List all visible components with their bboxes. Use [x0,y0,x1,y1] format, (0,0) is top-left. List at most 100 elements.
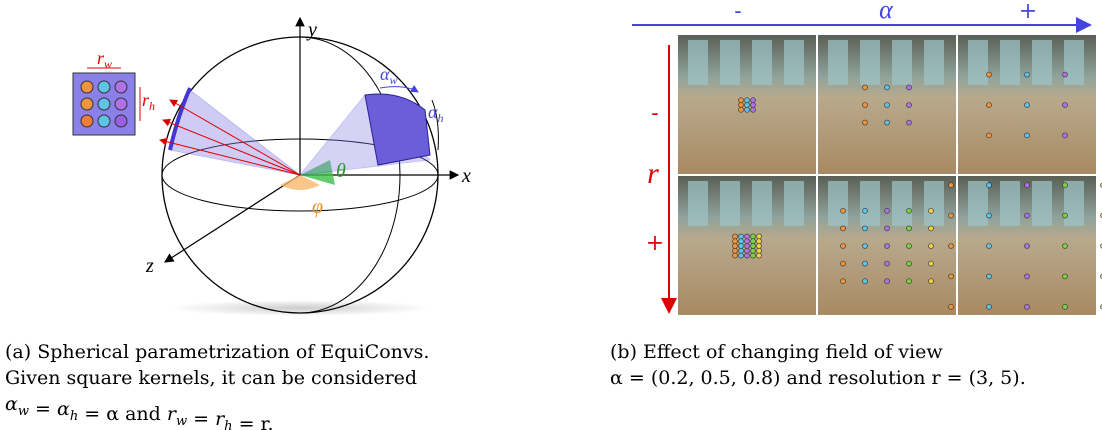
sample-point [1025,274,1030,279]
sample-point [745,244,750,249]
sample-point [863,103,868,108]
window [1032,181,1052,226]
sample-point [885,226,890,231]
r-label: r [647,157,659,190]
window [892,181,912,226]
sample-point [987,72,992,77]
sample-point [751,107,756,112]
sample-point [739,244,744,249]
sample-point [733,248,738,253]
sample-point [1063,133,1068,138]
sample-point [885,279,890,284]
sample-point [745,234,750,239]
window [1032,40,1052,85]
sample-point [929,244,934,249]
alpha-label: α [879,0,894,24]
label-phi: φ [312,196,323,218]
sample-point [739,107,744,112]
window [720,40,740,85]
sample-point [745,253,750,258]
sample-point [949,183,954,188]
label-z: z [145,255,154,277]
window [828,181,848,226]
sample-point [863,226,868,231]
caption-line: Given square kernels, it can be consider… [5,367,417,389]
sample-point [1025,133,1030,138]
label-y: y [306,19,317,41]
sample-point [1025,213,1030,218]
sample-point [987,103,992,108]
r-minus: - [651,101,658,126]
caption-part: α [57,398,70,420]
sample-point [885,103,890,108]
label-x: x [461,165,471,187]
sample-point [907,85,912,90]
sample-point [929,261,934,266]
window [1064,40,1084,85]
window [1064,181,1084,226]
sample-point [885,208,890,213]
sample-point [739,98,744,103]
label-sub: w [104,57,112,71]
sample-point [907,208,912,213]
sample-point [733,234,738,239]
sample-point [841,261,846,266]
window [860,40,880,85]
window [784,40,804,85]
sample-point [739,103,744,108]
sample-point [987,244,992,249]
sample-point [751,234,756,239]
label-r-h: rh [142,90,155,113]
sample-point [987,213,992,218]
sample-point [949,244,954,249]
sample-point [987,274,992,279]
sample-point [1025,304,1030,309]
sample-point [757,239,762,244]
sample-point [1025,183,1030,188]
sample-point [739,234,744,239]
sample-point [949,213,954,218]
window [752,40,772,85]
window [784,181,804,226]
window [688,40,708,85]
sample-point [751,103,756,108]
sample-point [907,120,912,125]
sample-point [841,226,846,231]
sample-point [949,304,954,309]
sample-point [751,239,756,244]
sample-point [885,244,890,249]
sample-point [757,244,762,249]
window [924,40,944,85]
sample-point [1063,213,1068,218]
sample-point [745,248,750,253]
label-sub: w [389,73,397,87]
sample-point [949,274,954,279]
label-theta: θ [336,160,346,182]
sample-point [1063,183,1068,188]
window [720,181,740,226]
sample-point [1025,103,1030,108]
sample-point [739,253,744,258]
sample-point [907,103,912,108]
sample-point [863,208,868,213]
sample-point [745,107,750,112]
sample-point [1063,72,1068,77]
caption-line: (b) Effect of changing field of view [610,341,943,363]
sample-point [751,98,756,103]
caption-sub: h [70,409,78,424]
sample-point [745,239,750,244]
sample-point [885,261,890,266]
sample-point [745,103,750,108]
figure: y x z θ φ rw rh αw αh (a) Spherical para… [0,0,1102,430]
sample-point [733,253,738,258]
caption-part: = [29,398,57,420]
alpha-plus: + [1019,0,1037,24]
sample-point [733,244,738,249]
label-alpha-h: αh [428,102,443,125]
sample-point [929,279,934,284]
sample-point [863,279,868,284]
caption-sub: h [224,419,232,430]
caption-sub: w [18,404,29,419]
sample-point [739,239,744,244]
caption-part: α [5,393,18,415]
